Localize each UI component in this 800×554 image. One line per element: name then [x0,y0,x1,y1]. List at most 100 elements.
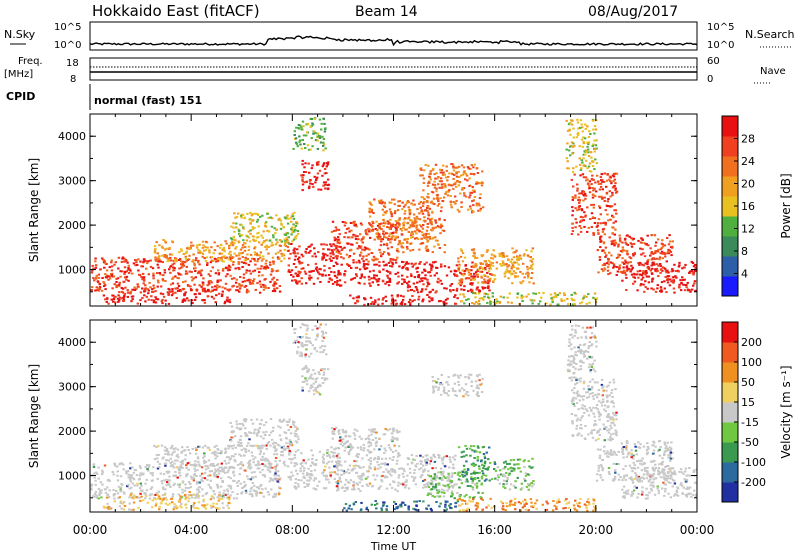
range-cell [286,465,290,468]
range-cell [187,247,190,250]
range-cell [407,262,410,265]
range-cell [449,203,453,206]
range-cell [156,252,159,255]
range-cell [476,286,479,289]
range-cell [340,249,344,252]
range-cell [254,212,257,215]
range-cell [454,294,457,297]
range-cell [582,296,585,299]
range-cell [324,487,328,490]
beam-title: Beam 14 [355,4,418,20]
range-cell [455,199,458,202]
range-cell [305,329,309,332]
range-cell [122,508,125,511]
range-cell [174,275,177,278]
range-cell [160,285,163,288]
range-cell [153,444,156,447]
range-cell [321,273,324,276]
range-cell [286,239,289,242]
range-cell [100,473,104,476]
range-cell [256,232,259,235]
range-cell [108,275,111,278]
range-cell [280,260,283,263]
range-cell [383,433,387,436]
range-cell [335,281,339,284]
range-cell [327,248,330,251]
range-cell [293,341,297,344]
range-cell [378,225,381,228]
range-cell [690,270,693,272]
range-cell [487,293,490,296]
range-cell [305,333,308,336]
range-cell [427,232,431,235]
range-cell [226,288,229,291]
range-cell [485,262,488,265]
range-cell [578,205,581,208]
range-cell [125,278,128,281]
range-cell [619,250,623,252]
range-cell [188,497,191,500]
data-region [287,449,340,491]
range-cell [671,240,674,243]
range-cell [487,282,490,285]
range-cell [227,447,230,450]
range-cell [302,267,305,270]
range-cell [312,132,315,135]
range-cell [123,492,126,495]
range-cell [391,223,394,226]
range-cell [264,245,267,248]
range-cell [417,298,420,301]
range-cell [670,254,673,257]
range-cell [296,472,299,475]
range-cell [291,215,295,218]
range-cell [130,300,133,303]
range-cell [437,200,440,203]
range-cell [259,450,262,453]
range-cell [223,489,226,492]
range-cell [448,183,451,186]
range-cell [436,196,439,199]
range-cell [195,475,198,477]
range-cell [275,228,278,231]
range-cell [273,477,276,480]
range-cell [292,263,296,265]
range-cell [461,188,464,191]
range-cell [336,486,340,489]
range-cell [439,177,443,180]
range-cell [179,257,182,260]
range-cell [380,202,383,205]
range-cell [198,445,201,448]
range-cell [321,174,324,177]
range-cell [401,278,404,281]
range-cell [261,455,264,458]
range-cell [475,202,478,205]
range-cell [217,269,220,272]
range-cell [472,275,476,278]
range-cell [349,443,352,446]
range-cell [571,170,575,173]
range-cell [580,123,583,126]
range-cell [245,418,248,421]
range-cell [624,259,627,262]
range-cell [164,299,167,302]
range-cell [249,232,252,235]
range-cell [420,231,424,234]
range-cell [683,278,686,281]
range-cell [598,195,601,198]
range-cell [691,262,695,264]
range-cell [348,236,351,239]
range-cell [150,299,153,302]
range-cell [101,277,104,279]
range-cell [357,453,360,456]
range-cell [289,426,293,428]
range-cell [301,163,304,166]
range-cell [655,270,659,273]
range-cell [320,369,323,372]
range-cell [372,269,375,272]
range-cell [194,463,198,466]
range-cell [189,486,193,489]
range-cell [368,223,372,226]
range-cell [213,241,216,244]
range-cell [247,245,251,248]
range-cell [305,251,308,254]
